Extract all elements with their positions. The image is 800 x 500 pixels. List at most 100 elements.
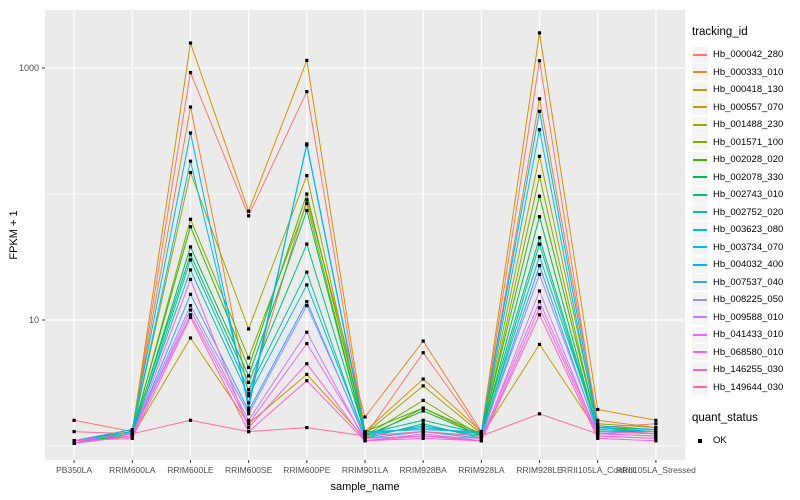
data-point <box>188 268 193 272</box>
legend-item-label: Hb_001571_100 <box>713 136 784 148</box>
legend-item-label: Hb_000333_010 <box>713 66 784 78</box>
data-point <box>247 418 251 422</box>
x-tick-label: RRII105LA_Control <box>561 465 635 475</box>
x-tick-label: RRIM600LA <box>109 465 156 475</box>
data-point <box>305 58 309 62</box>
legend-item-label: Hb_068580_010 <box>713 346 784 358</box>
data-point <box>247 412 251 416</box>
data-point <box>188 245 193 249</box>
data-point <box>654 428 658 432</box>
data-point <box>188 292 193 296</box>
legend-item: Hb_008225_050 <box>692 291 798 309</box>
legend-item-list: Hb_000042_280 Hb_000333_010 Hb_000418_130 H… <box>692 46 798 396</box>
data-point <box>421 422 425 426</box>
data-point <box>188 159 193 163</box>
data-point <box>479 439 483 443</box>
legend-item-label: Hb_002078_330 <box>713 171 784 183</box>
legend-item: Hb_002028_020 <box>692 151 798 169</box>
legend-item: Hb_146255_030 <box>692 361 798 379</box>
data-point <box>247 365 251 370</box>
data-point <box>537 97 542 101</box>
data-point <box>537 109 542 113</box>
data-point <box>654 434 658 438</box>
data-point <box>363 439 367 443</box>
data-point <box>305 192 309 196</box>
data-point <box>130 428 134 432</box>
legend-item-ok: OK <box>692 432 798 450</box>
series-color-key-icon <box>692 291 708 308</box>
legend-item-label: Hb_000418_130 <box>713 84 784 96</box>
data-point <box>188 71 193 75</box>
data-point <box>247 380 251 384</box>
data-point <box>305 362 309 366</box>
data-point <box>188 217 193 221</box>
data-point <box>654 422 658 426</box>
data-point <box>654 436 658 440</box>
data-point <box>421 426 425 430</box>
data-point <box>537 242 542 246</box>
series-color-key-icon <box>692 151 708 168</box>
legend-item: Hb_000333_010 <box>692 64 798 82</box>
data-point <box>421 398 425 402</box>
series-color-key-icon <box>692 239 708 256</box>
legend-item: Hb_007537_040 <box>692 274 798 292</box>
data-point <box>188 105 193 109</box>
data-point <box>247 214 251 218</box>
legend-item: Hb_002078_330 <box>692 169 798 187</box>
legend-item-label: Hb_007537_040 <box>713 276 784 288</box>
legend-item: Hb_004032_400 <box>692 256 798 274</box>
x-tick-label: RRIM600SE <box>225 465 273 475</box>
data-point <box>596 418 600 422</box>
y-axis-title: FPKM + 1 <box>8 210 20 260</box>
data-point <box>363 436 367 440</box>
x-tick-label: PB350LA <box>56 465 92 475</box>
data-point <box>247 374 251 378</box>
data-point <box>479 434 483 438</box>
legend-item-label: Hb_003734_070 <box>713 241 784 253</box>
data-point <box>421 424 425 428</box>
data-point <box>305 142 309 146</box>
legend-item-label: Hb_002752_020 <box>713 206 784 218</box>
legend-item: Hb_149644_030 <box>692 379 798 397</box>
data-point <box>305 208 309 213</box>
data-point <box>421 418 425 422</box>
legend-item-label: OK <box>713 435 727 447</box>
data-point <box>305 90 309 94</box>
data-point <box>654 430 658 434</box>
legend-title-tracking-id: tracking_id <box>692 26 748 38</box>
legend: tracking_id Hb_000042_280 Hb_000333_010 Hb… <box>692 26 798 450</box>
data-point <box>188 258 193 262</box>
data-point <box>305 174 309 178</box>
legend-item: Hb_041433_010 <box>692 326 798 344</box>
data-point <box>479 430 483 434</box>
data-point <box>596 426 600 430</box>
data-point <box>130 432 134 436</box>
data-point <box>305 283 309 287</box>
legend-item-label: Hb_001488_230 <box>713 119 784 131</box>
series-color-key-icon <box>692 64 708 81</box>
data-point <box>421 377 425 381</box>
data-point <box>421 406 425 410</box>
data-point <box>72 441 76 445</box>
legend-item: Hb_001488_230 <box>692 116 798 134</box>
data-point <box>537 128 542 132</box>
data-point <box>188 313 193 317</box>
data-point <box>537 236 542 240</box>
data-point <box>596 436 600 440</box>
y-tick-label: 1000 <box>19 63 39 73</box>
series-color-key-icon <box>692 256 708 273</box>
data-point <box>363 432 367 436</box>
data-point <box>247 356 251 360</box>
legend-item-label: Hb_004032_400 <box>713 259 784 271</box>
data-point <box>247 209 251 213</box>
data-point <box>72 439 76 443</box>
data-point <box>596 422 600 426</box>
x-tick-label: RRIM600LE <box>167 465 214 475</box>
legend-item: Hb_000557_070 <box>692 99 798 117</box>
data-point <box>72 418 76 422</box>
data-point <box>305 304 309 308</box>
data-point <box>537 194 542 198</box>
data-point <box>130 436 134 440</box>
